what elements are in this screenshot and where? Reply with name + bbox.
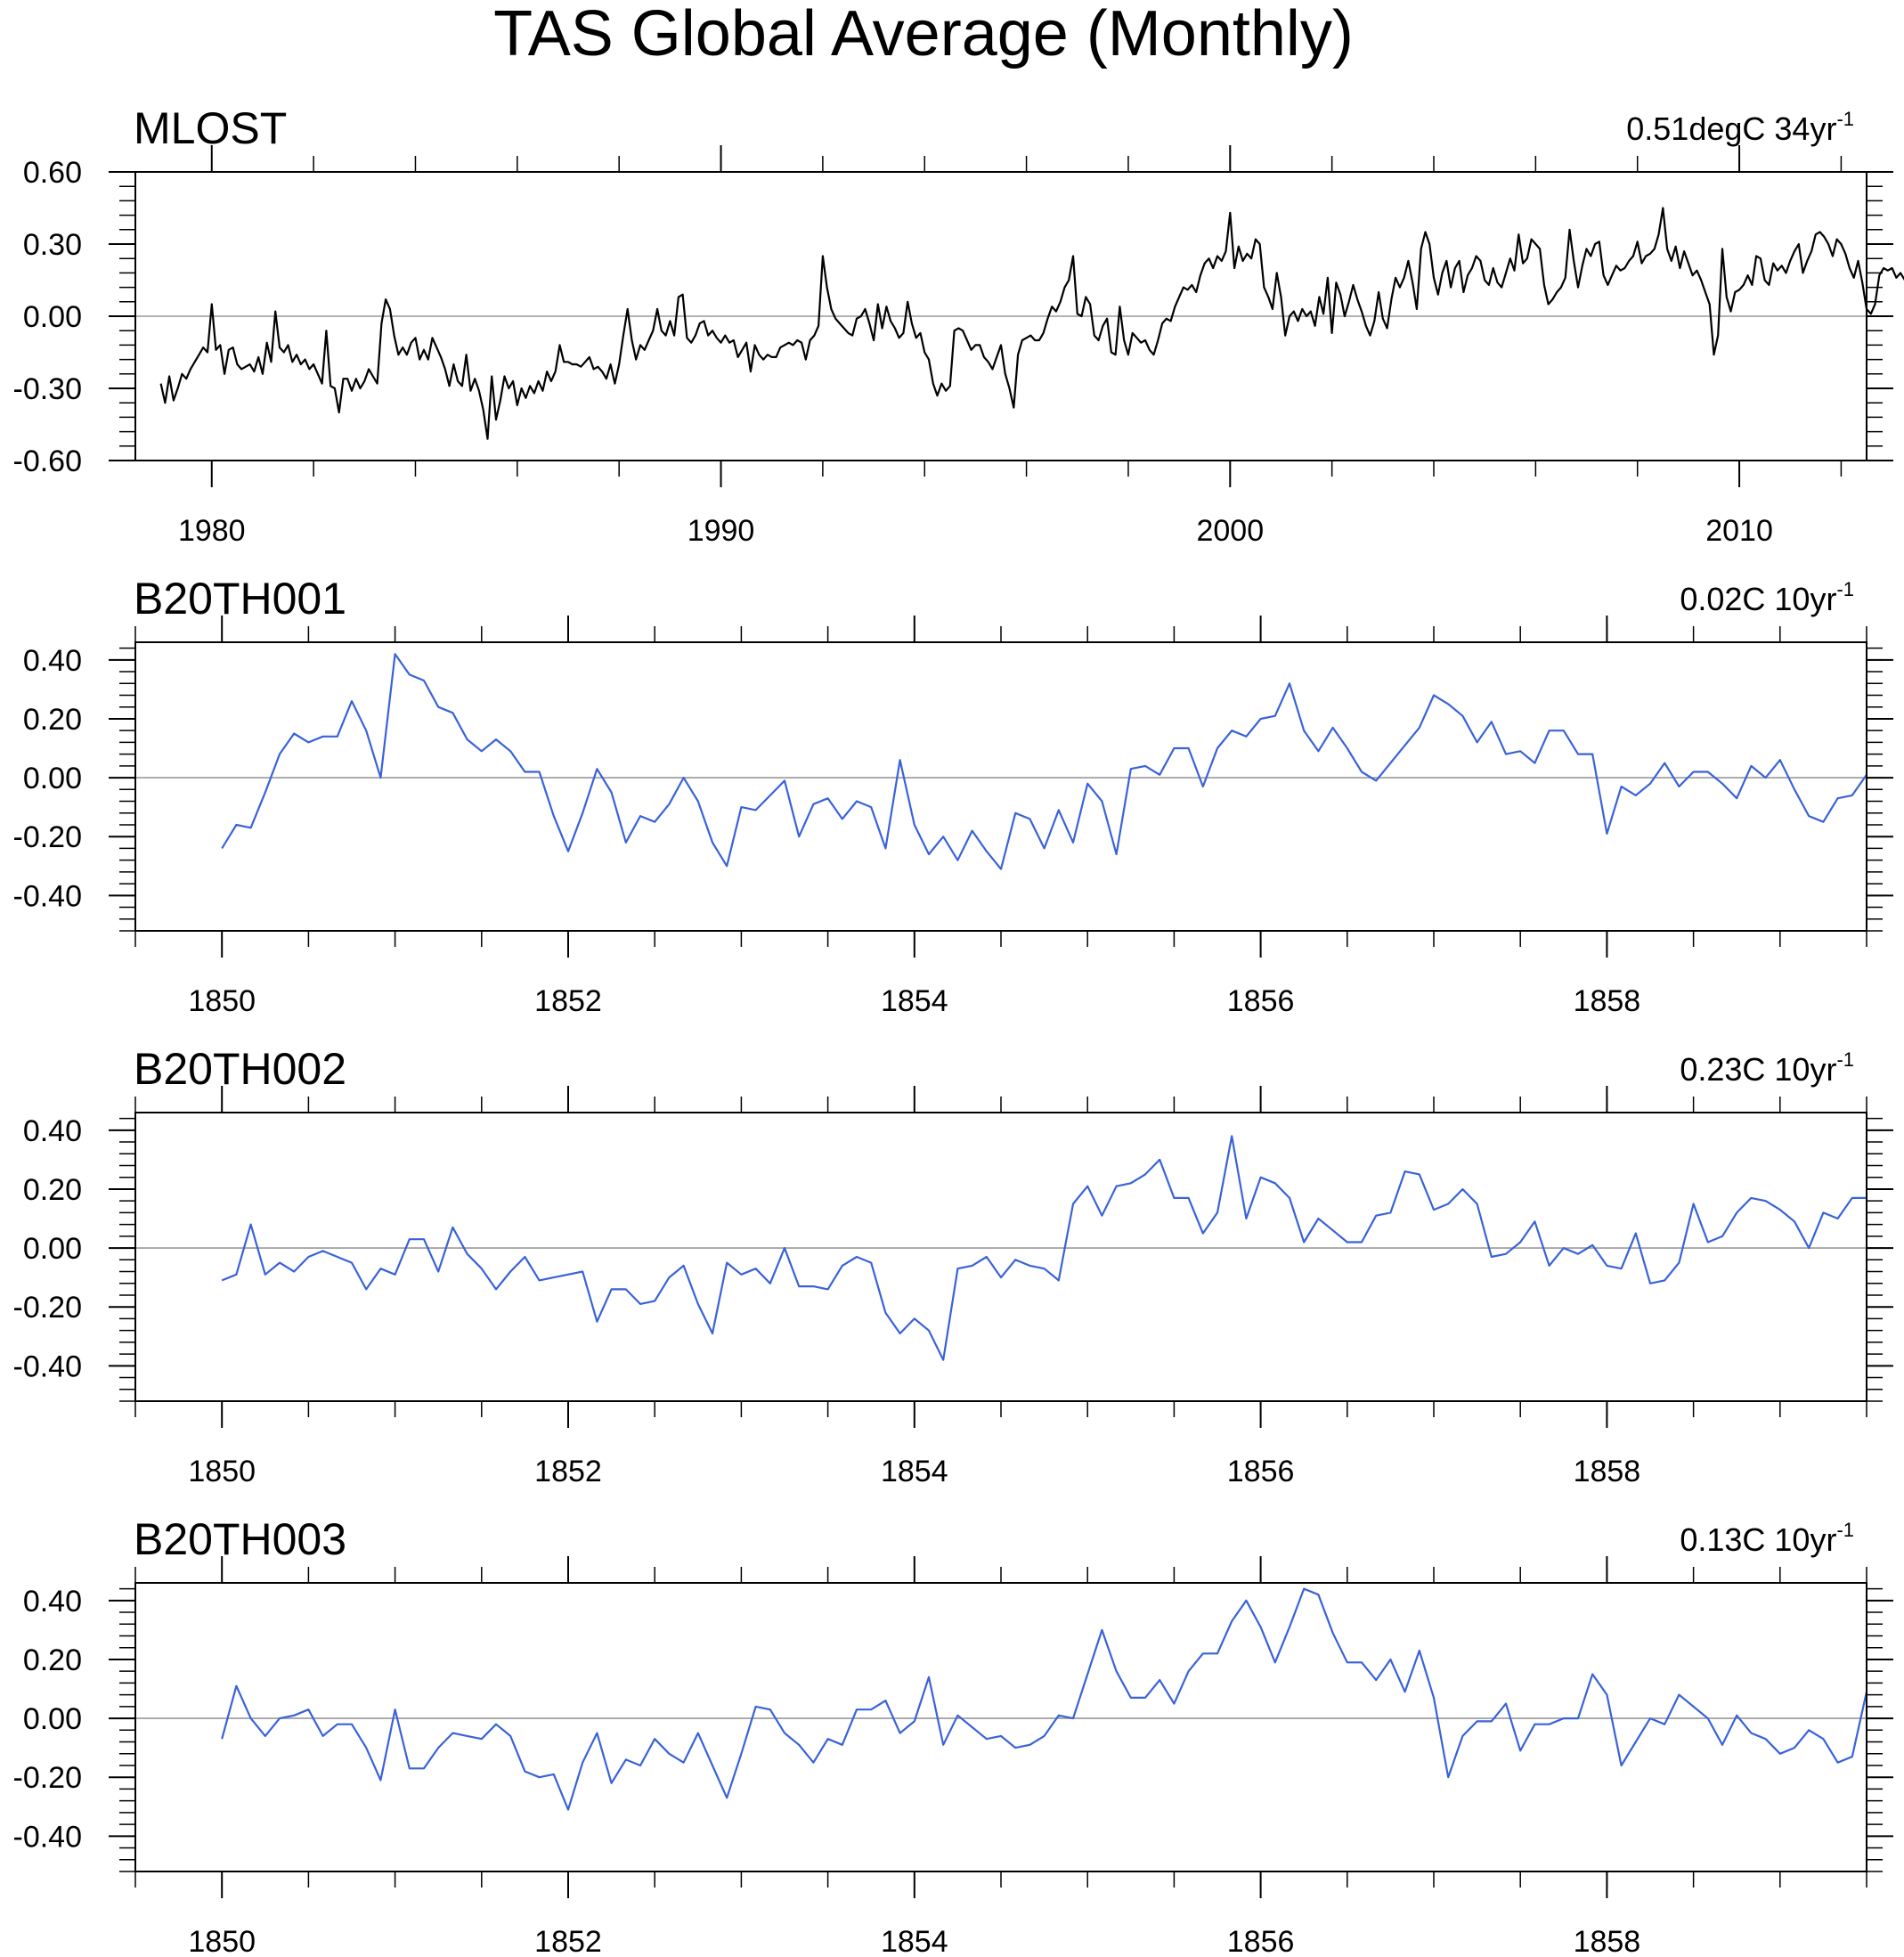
x-tick-label: 1858 [1574,984,1641,1018]
y-tick-label: -0.20 [13,820,83,854]
y-tick-label: 0.60 [23,156,82,190]
panel-mlost: MLOST 0.51degC 34yr-1 -0.60 -0.30 0.00 0.30 0.… [13,103,1904,548]
panel-label: B20TH001 [134,574,346,624]
x-tick-label: 1850 [188,984,256,1018]
y-tick-label: 0.00 [23,762,82,795]
y-tick-label: -0.30 [13,372,83,406]
plot-frame [134,641,1867,932]
trend-text: 0.02C 10yr [1680,581,1836,617]
x-tick-label: 1990 [688,514,755,548]
x-tick-label: 1854 [881,1925,948,1957]
chart-title: TAS Global Average (Monthly) [493,0,1354,69]
x-tick-label: 1856 [1227,1455,1295,1488]
y-tick-label: 0.00 [23,1702,82,1736]
trend-text: 0.23C 10yr [1680,1051,1836,1088]
trend-superscript: -1 [1836,1519,1854,1541]
plot-frame [134,1112,1867,1402]
y-tick-label: 0.00 [23,300,82,334]
x-tick-label: 1980 [178,514,246,548]
y-tick-label: 0.40 [23,1114,82,1148]
x-tick-label: 1856 [1227,984,1295,1018]
trend-text: 0.51degC 34yr [1626,110,1836,147]
series-line-mlost [159,207,1904,440]
x-tick-label: 1852 [534,1925,602,1957]
series-line-b20th001 [221,653,1867,870]
x-tick-label: 1850 [188,1455,256,1488]
x-tick-label: 2000 [1196,514,1264,548]
panel-label: B20TH002 [134,1044,346,1094]
x-tick-label: 1852 [534,1455,602,1488]
trend-annotation: 0.23C 10yr-1 [1680,1048,1854,1088]
x-tick-label: 1854 [881,984,948,1018]
y-tick-label: -0.40 [13,1820,83,1854]
x-tick-label: 1858 [1574,1455,1641,1488]
y-tick-label: 0.20 [23,703,82,737]
trend-superscript: -1 [1836,578,1854,600]
panel-b20th002: B20TH002 0.23C 10yr-1 -0.40 -0.20 0.00 0.20 0.… [13,1044,1893,1488]
trend-annotation: 0.51degC 34yr-1 [1626,108,1854,147]
panel-label: B20TH003 [134,1514,346,1564]
x-tick-label: 1856 [1227,1925,1295,1957]
y-tick-label: 0.40 [23,644,82,678]
y-tick-label: -0.40 [13,1350,83,1383]
y-tick-label: 0.40 [23,1585,82,1619]
y-tick-label: -0.60 [13,444,83,478]
series-line-b20th002 [221,1135,1867,1361]
trend-annotation: 0.02C 10yr-1 [1680,578,1854,617]
y-tick-label: 0.30 [23,228,82,262]
x-tick-label: 1852 [534,984,602,1018]
x-tick-label: 2010 [1705,514,1773,548]
x-tick-label: 1850 [188,1925,256,1957]
y-tick-label: 0.20 [23,1173,82,1207]
y-tick-label: -0.20 [13,1761,83,1795]
panel-label: MLOST [134,103,287,153]
plot-frame [134,1582,1867,1872]
y-tick-label: -0.40 [13,879,83,913]
trend-superscript: -1 [1836,108,1854,130]
x-tick-label: 1854 [881,1455,948,1488]
series-line-b20th003 [221,1587,1868,1811]
panel-b20th001: B20TH001 0.02C 10yr-1 -0.40 -0.20 0.00 0.20 0.… [13,574,1893,1018]
y-tick-label: 0.20 [23,1643,82,1677]
panel-b20th003: B20TH003 0.13C 10yr-1 -0.40 -0.20 0.00 0.20 0.… [13,1514,1893,1957]
trend-text: 0.13C 10yr [1680,1521,1836,1558]
y-tick-label: 0.00 [23,1232,82,1266]
y-tick-label: -0.20 [13,1291,83,1325]
trend-annotation: 0.13C 10yr-1 [1680,1519,1854,1558]
x-tick-label: 1858 [1574,1925,1641,1957]
trend-superscript: -1 [1836,1048,1854,1071]
